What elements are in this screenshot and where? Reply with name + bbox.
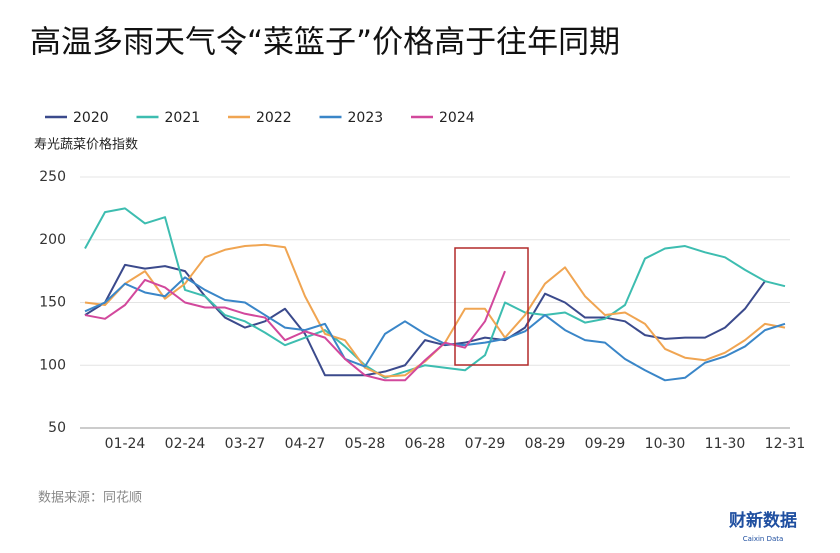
highlight-box	[454, 247, 529, 366]
chart-title: 高温多雨天气令“菜篮子”价格高于往年同期	[30, 25, 620, 61]
x-tick-label: 04-27	[285, 436, 326, 452]
legend-label: 2021	[165, 110, 201, 126]
x-tick-label: 08-29	[525, 436, 566, 452]
series-line	[84, 243, 786, 378]
y-tick-label: 200	[39, 232, 66, 248]
x-tick-label: 07-29	[465, 436, 506, 452]
logo: 财新数据	[728, 510, 797, 531]
legend-label: 2023	[348, 110, 384, 126]
source: 数据来源：同花顺	[38, 490, 142, 506]
series-line	[84, 263, 766, 377]
legend-label: 2020	[73, 110, 109, 126]
x-tick-label: 05-28	[345, 436, 386, 452]
series-line	[84, 276, 786, 382]
x-tick-label: 10-30	[645, 436, 686, 452]
x-tick-label: 11-30	[705, 436, 746, 452]
x-tick-label: 02-24	[165, 436, 206, 452]
x-tick-label: 06-28	[405, 436, 446, 452]
y-axis-label: 寿光蔬菜价格指数	[34, 137, 138, 153]
y-tick-label: 250	[39, 169, 66, 185]
x-tick-label: 12-31	[765, 436, 806, 452]
x-tick-label: 01-24	[105, 436, 146, 452]
y-tick-label: 50	[48, 420, 66, 436]
x-tick-label: 03-27	[225, 436, 266, 452]
logo-sub: Caixin Data	[743, 535, 784, 543]
legend-label: 2024	[439, 110, 475, 126]
legend-label: 2022	[256, 110, 292, 126]
y-tick-label: 150	[39, 295, 66, 311]
series-line	[84, 270, 506, 382]
y-tick-label: 100	[39, 357, 66, 373]
x-tick-label: 09-29	[585, 436, 626, 452]
series-line	[84, 207, 786, 379]
